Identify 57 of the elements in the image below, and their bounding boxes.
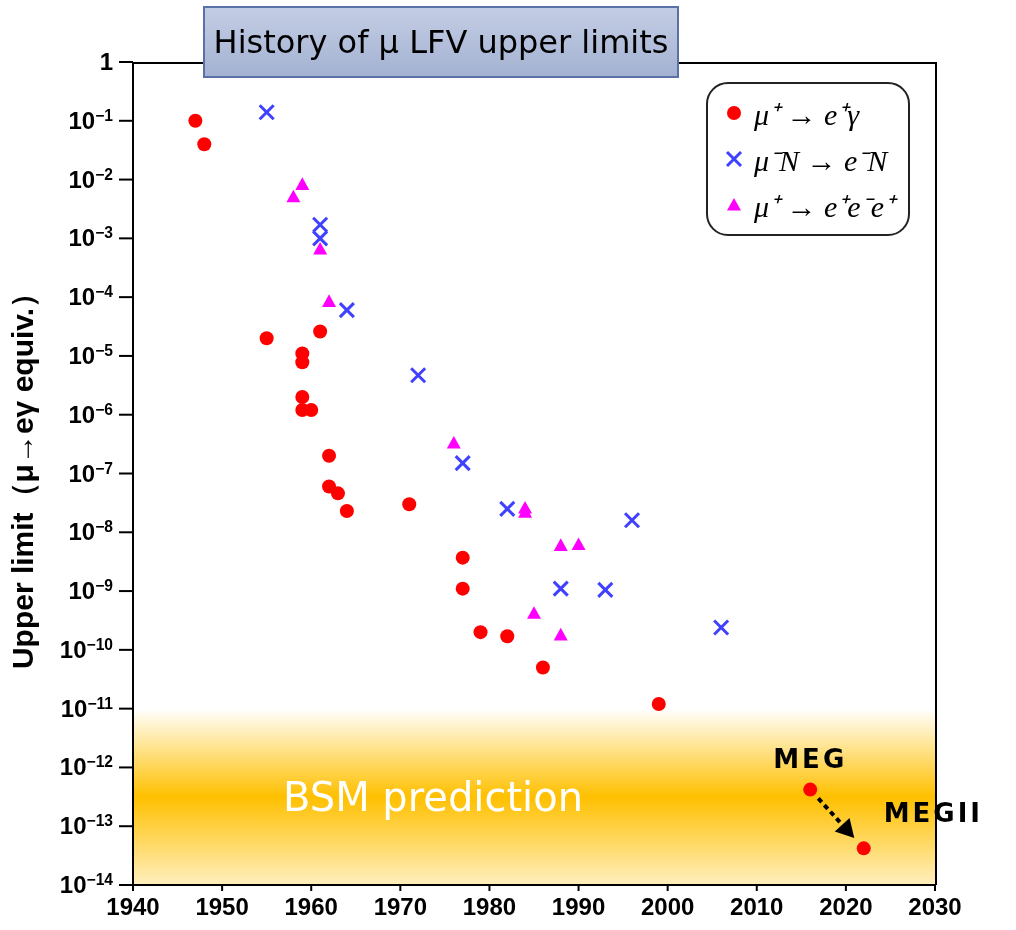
- point: [455, 550, 470, 565]
- y-tick-label: 10$^{−12}$: [59, 752, 114, 781]
- point: [295, 390, 310, 405]
- y-tick-label: 10$^{−10}$: [59, 635, 114, 663]
- legend-label: μ⁺ → e⁺γ: [753, 96, 860, 133]
- y-tick-label: 10$^{−7}$: [68, 459, 113, 487]
- y-tick-label: 10$^{−4}$: [68, 282, 114, 311]
- point: [455, 581, 470, 596]
- x-tick-label: 2010: [730, 893, 784, 920]
- y-tick-label: 10$^{−2}$: [68, 165, 114, 193]
- y-tick-label: 10$^{−9}$: [68, 576, 114, 605]
- x-tick-label: 1990: [551, 893, 606, 920]
- point: [295, 355, 310, 370]
- point: [500, 629, 515, 644]
- point: [295, 177, 310, 190]
- y-tick-label: 1: [99, 48, 113, 75]
- band-label: BSM prediction: [283, 774, 584, 821]
- x-tick-label: 2030: [908, 893, 962, 920]
- point: [553, 538, 568, 551]
- point: [473, 625, 488, 640]
- y-axis-title: Upper limit（μ→eγ equiv.）: [5, 277, 39, 670]
- point: [313, 241, 328, 255]
- x-tick-label: 1960: [284, 893, 338, 920]
- point: [286, 189, 301, 203]
- point: [322, 294, 337, 307]
- x-tick-label: 1980: [462, 893, 517, 920]
- x-tick-label: 2000: [640, 893, 695, 920]
- legend-label: μ⁻N → e⁻N: [753, 142, 888, 179]
- y-tick-label: 10$^{−8}$: [68, 517, 114, 546]
- chart-title: History of μ LFV upper limits: [203, 6, 679, 78]
- x-tick-label: 1970: [373, 893, 428, 920]
- y-tick-label: 10$^{−11}$: [60, 694, 114, 722]
- point: [330, 486, 345, 501]
- point: [571, 537, 586, 551]
- point: [527, 606, 541, 619]
- point: [535, 660, 550, 675]
- y-tick-label: 10$^{−5}$: [68, 341, 114, 369]
- y-tick-label: 10$^{−6}$: [68, 400, 114, 428]
- y-tick-label: 10$^{−3}$: [68, 223, 114, 252]
- y-tick-label: 10$^{−1}$: [68, 106, 114, 134]
- point: [803, 782, 818, 797]
- point: [313, 324, 328, 339]
- point: [856, 841, 871, 856]
- point: [197, 137, 212, 152]
- point: [259, 331, 274, 346]
- point: [188, 113, 203, 128]
- point: [553, 627, 568, 641]
- point: [402, 497, 417, 512]
- point: [339, 504, 354, 519]
- x-tick-label: 2020: [819, 893, 873, 920]
- point: [651, 696, 666, 711]
- y-tick-label: 10$^{−13}$: [59, 811, 114, 840]
- point: [304, 403, 319, 418]
- annotation: MEG: [773, 743, 848, 774]
- point: [446, 436, 461, 449]
- x-tick-label: 1950: [195, 893, 249, 920]
- point: [322, 448, 337, 463]
